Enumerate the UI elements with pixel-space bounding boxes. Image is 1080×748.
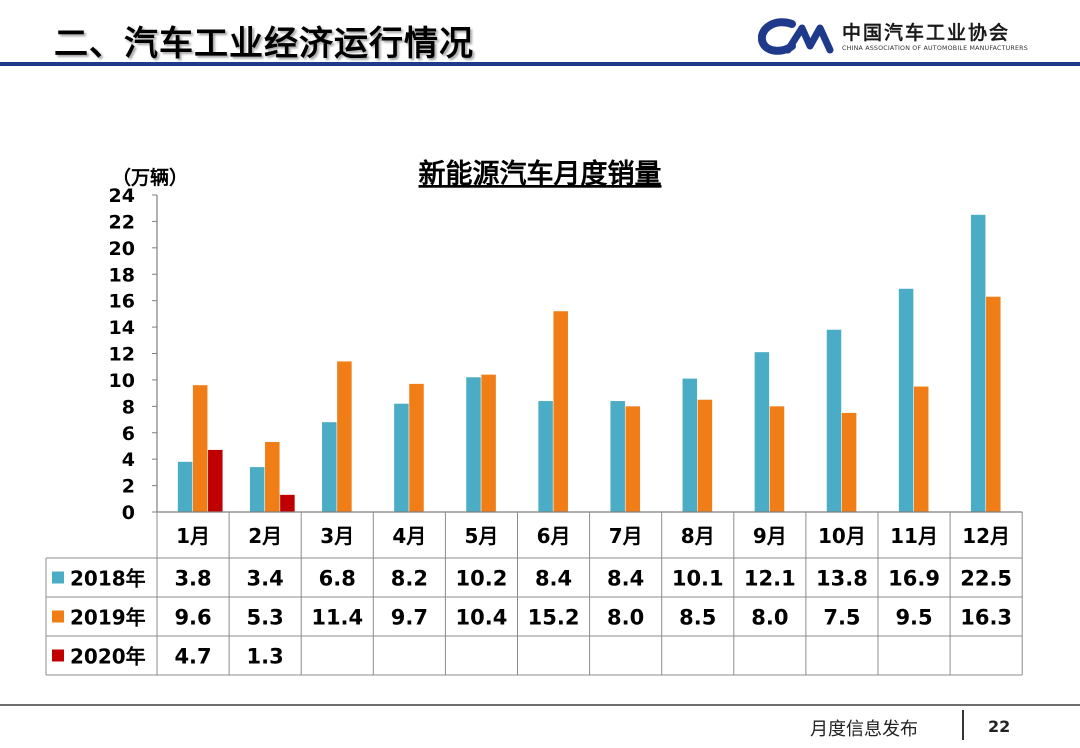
data-table-value: 3.4 — [247, 567, 284, 591]
x-category-label: 4月 — [392, 524, 426, 548]
footer-divider — [962, 710, 964, 740]
y-tick-label: 22 — [109, 211, 135, 233]
data-table-value: 5.3 — [247, 606, 284, 630]
legend-key-2018年 — [52, 571, 64, 584]
bar-2018年-3月 — [322, 422, 337, 512]
footer-text: 月度信息发布 — [810, 719, 918, 740]
x-category-label: 7月 — [609, 524, 643, 548]
data-table-value: 9.5 — [895, 606, 932, 630]
bar-2019年-10月 — [841, 412, 857, 512]
footer-rule — [0, 704, 1080, 706]
data-table-value: 10.1 — [672, 567, 724, 591]
data-table-value: 4.7 — [174, 645, 211, 669]
bar-2020年-2月 — [280, 494, 295, 512]
data-table-value: 3.8 — [174, 567, 211, 591]
caam-logo: 中国汽车工业协会 CHINA ASSOCIATION OF AUTOMOBILE… — [757, 16, 1058, 58]
x-category-label: 5月 — [464, 524, 498, 548]
data-table-value: 8.0 — [607, 606, 644, 630]
data-table-value: 12.1 — [744, 567, 796, 591]
y-tick-label: 16 — [109, 291, 135, 313]
bar-2018年-6月 — [538, 401, 553, 512]
bar-2018年-9月 — [754, 352, 770, 512]
bar-2019年-1月 — [192, 385, 208, 512]
bar-2018年-10月 — [826, 329, 842, 512]
bar-2018年-7月 — [610, 401, 625, 512]
bar-2019年-4月 — [409, 383, 424, 512]
data-table-value: 10.4 — [456, 606, 508, 630]
x-category-label: 10月 — [818, 524, 866, 548]
y-tick-label: 24 — [109, 185, 135, 207]
bar-2019年-5月 — [481, 374, 496, 512]
x-category-label: 1月 — [176, 524, 210, 548]
y-tick-label: 12 — [109, 344, 135, 366]
x-category-label: 3月 — [320, 524, 354, 548]
caam-logo-mark-icon — [757, 18, 834, 55]
bar-2019年-2月 — [265, 441, 280, 512]
y-tick-label: 4 — [122, 449, 135, 471]
bar-2018年-8月 — [682, 378, 698, 512]
y-axis-unit-label: （万辆） — [112, 166, 188, 189]
data-table-value: 15.2 — [528, 606, 580, 630]
y-tick-label: 14 — [109, 317, 135, 339]
logo-chinese-name: 中国汽车工业协会 — [842, 22, 1011, 44]
data-table-value: 6.8 — [319, 567, 356, 591]
bar-2018年-2月 — [249, 467, 265, 512]
legend-label: 2020年 — [70, 645, 146, 669]
bar-2019年-7月 — [625, 406, 641, 512]
bar-2019年-9月 — [769, 406, 785, 512]
data-table-value: 22.5 — [960, 567, 1012, 591]
bar-2018年-4月 — [394, 403, 409, 512]
bar-2018年-5月 — [466, 377, 481, 512]
bar-2019年-3月 — [337, 361, 352, 512]
bar-2018年-1月 — [177, 461, 193, 512]
header-rule — [0, 62, 1080, 66]
y-tick-label: 8 — [122, 396, 135, 418]
data-table-value: 10.2 — [456, 567, 508, 591]
legend-key-2019年 — [52, 610, 64, 623]
x-category-label: 9月 — [753, 524, 787, 548]
data-table-value: 8.4 — [607, 567, 644, 591]
data-table-value: 8.0 — [751, 606, 788, 630]
data-table-value: 16.3 — [960, 606, 1012, 630]
bar-2020年-1月 — [208, 449, 223, 512]
data-table-value: 1.3 — [247, 645, 284, 669]
data-table-value: 13.8 — [816, 567, 868, 591]
data-table-value: 9.7 — [391, 606, 428, 630]
data-table-value: 9.6 — [174, 606, 211, 630]
bar-2019年-6月 — [553, 311, 568, 512]
page-title: 二、汽车工业经济运行情况 — [54, 24, 474, 64]
x-category-label: 11月 — [890, 524, 938, 548]
logo-english-name: CHINA ASSOCIATION OF AUTOMOBILE MANUFACT… — [842, 45, 1028, 52]
y-tick-label: 18 — [109, 264, 135, 286]
legend-label: 2018年 — [70, 567, 146, 591]
legend-key-2020年 — [52, 649, 64, 662]
data-table-value: 8.5 — [679, 606, 716, 630]
y-tick-label: 10 — [109, 370, 135, 392]
x-category-label: 6月 — [537, 524, 571, 548]
bar-2018年-12月 — [970, 214, 986, 512]
data-table-value: 7.5 — [823, 606, 860, 630]
x-category-label: 12月 — [962, 524, 1010, 548]
bar-2019年-8月 — [697, 399, 713, 512]
y-tick-label: 20 — [109, 238, 135, 260]
bar-2019年-12月 — [986, 296, 1001, 512]
data-table-value: 16.9 — [888, 567, 940, 591]
page-number: 22 — [988, 717, 1011, 736]
y-tick-label: 2 — [122, 476, 135, 498]
y-tick-label: 6 — [122, 423, 135, 445]
x-category-label: 2月 — [248, 524, 282, 548]
chart-title: 新能源汽车月度销量 — [419, 158, 662, 190]
data-table-value: 8.2 — [391, 567, 428, 591]
legend-label: 2019年 — [70, 606, 146, 630]
data-table-value: 11.4 — [311, 606, 363, 630]
bar-2018年-11月 — [898, 288, 914, 512]
y-tick-label: 0 — [122, 502, 135, 524]
bar-2019年-11月 — [913, 386, 929, 512]
x-category-label: 8月 — [681, 524, 715, 548]
data-table-value: 8.4 — [535, 567, 572, 591]
